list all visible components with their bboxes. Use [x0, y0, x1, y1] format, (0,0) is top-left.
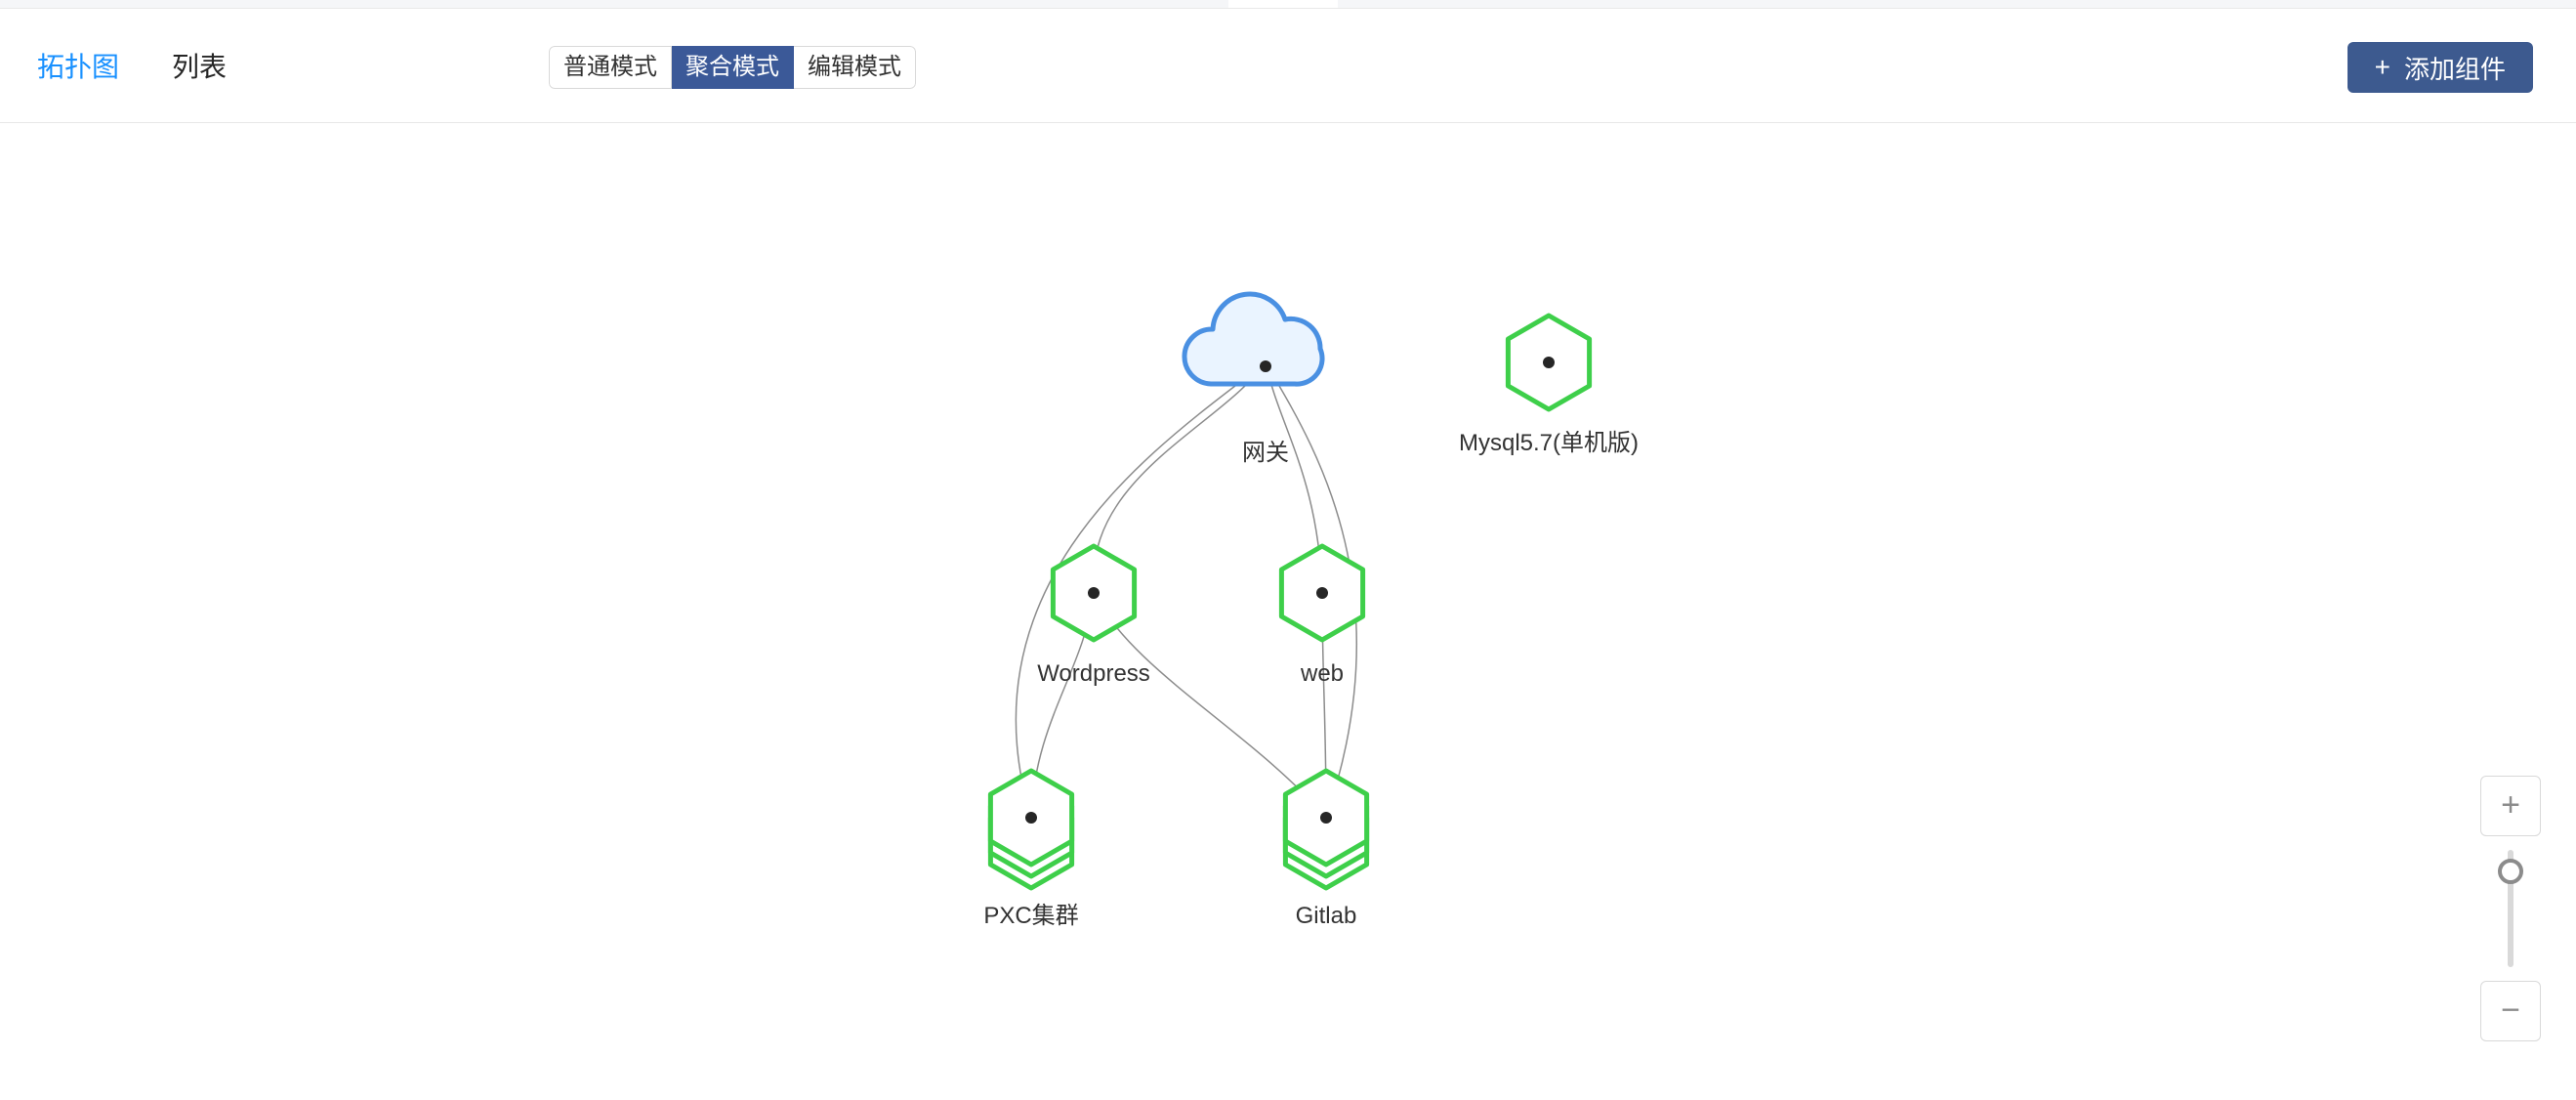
topology-canvas[interactable]: 网关 Mysql5.7(单机版) Wordpress web PXC集群 Gitlab +… — [0, 124, 2576, 1100]
node-status-dot — [1025, 812, 1037, 824]
node-pxc[interactable]: PXC集群 — [983, 771, 1078, 929]
node-status-dot — [1316, 587, 1328, 599]
node-status-dot — [1088, 587, 1100, 599]
node-label: 网关 — [1242, 440, 1289, 466]
edge-gitlab-wordpress — [1094, 593, 1326, 818]
header-bar: 拓扑图 列表 普通模式 聚合模式 编辑模式 + 添加组件 — [0, 8, 2576, 123]
add-component-button[interactable]: + 添加组件 — [2347, 42, 2533, 93]
plus-icon: + — [2375, 54, 2390, 81]
view-tabs: 拓扑图 列表 — [37, 9, 227, 122]
zoom-in-button[interactable]: + — [2480, 776, 2541, 836]
zoom-panel: + − — [2480, 776, 2541, 1041]
mode-normal[interactable]: 普通模式 — [549, 46, 672, 89]
mode-aggregate[interactable]: 聚合模式 — [672, 46, 794, 89]
tab-topology[interactable]: 拓扑图 — [37, 46, 119, 85]
node-gateway[interactable]: 网关 — [1184, 294, 1322, 466]
node-label: Gitlab — [1296, 903, 1357, 929]
mode-toggle-group: 普通模式 聚合模式 编辑模式 — [549, 46, 916, 89]
top-strip — [0, 0, 2576, 8]
node-web[interactable]: web — [1281, 546, 1362, 687]
node-wordpress[interactable]: Wordpress — [1037, 546, 1150, 687]
add-component-label: 添加组件 — [2404, 50, 2506, 86]
node-status-dot — [1260, 360, 1271, 372]
topology-svg: 网关 Mysql5.7(单机版) Wordpress web PXC集群 Gitlab — [0, 124, 2576, 1100]
zoom-slider-handle[interactable] — [2498, 859, 2523, 884]
node-label: Wordpress — [1037, 660, 1150, 687]
node-label: PXC集群 — [983, 903, 1078, 929]
node-label: web — [1300, 660, 1344, 687]
node-mysql[interactable]: Mysql5.7(单机版) — [1459, 316, 1639, 456]
zoom-out-button[interactable]: − — [2480, 981, 2541, 1041]
node-status-dot — [1320, 812, 1332, 824]
node-label: Mysql5.7(单机版) — [1459, 430, 1639, 456]
cloud-icon — [1184, 294, 1322, 384]
zoom-slider-track[interactable] — [2508, 850, 2514, 967]
node-status-dot — [1543, 357, 1555, 368]
mode-edit[interactable]: 编辑模式 — [794, 46, 916, 89]
node-gitlab[interactable]: Gitlab — [1285, 771, 1366, 929]
tab-list[interactable]: 列表 — [172, 46, 227, 85]
